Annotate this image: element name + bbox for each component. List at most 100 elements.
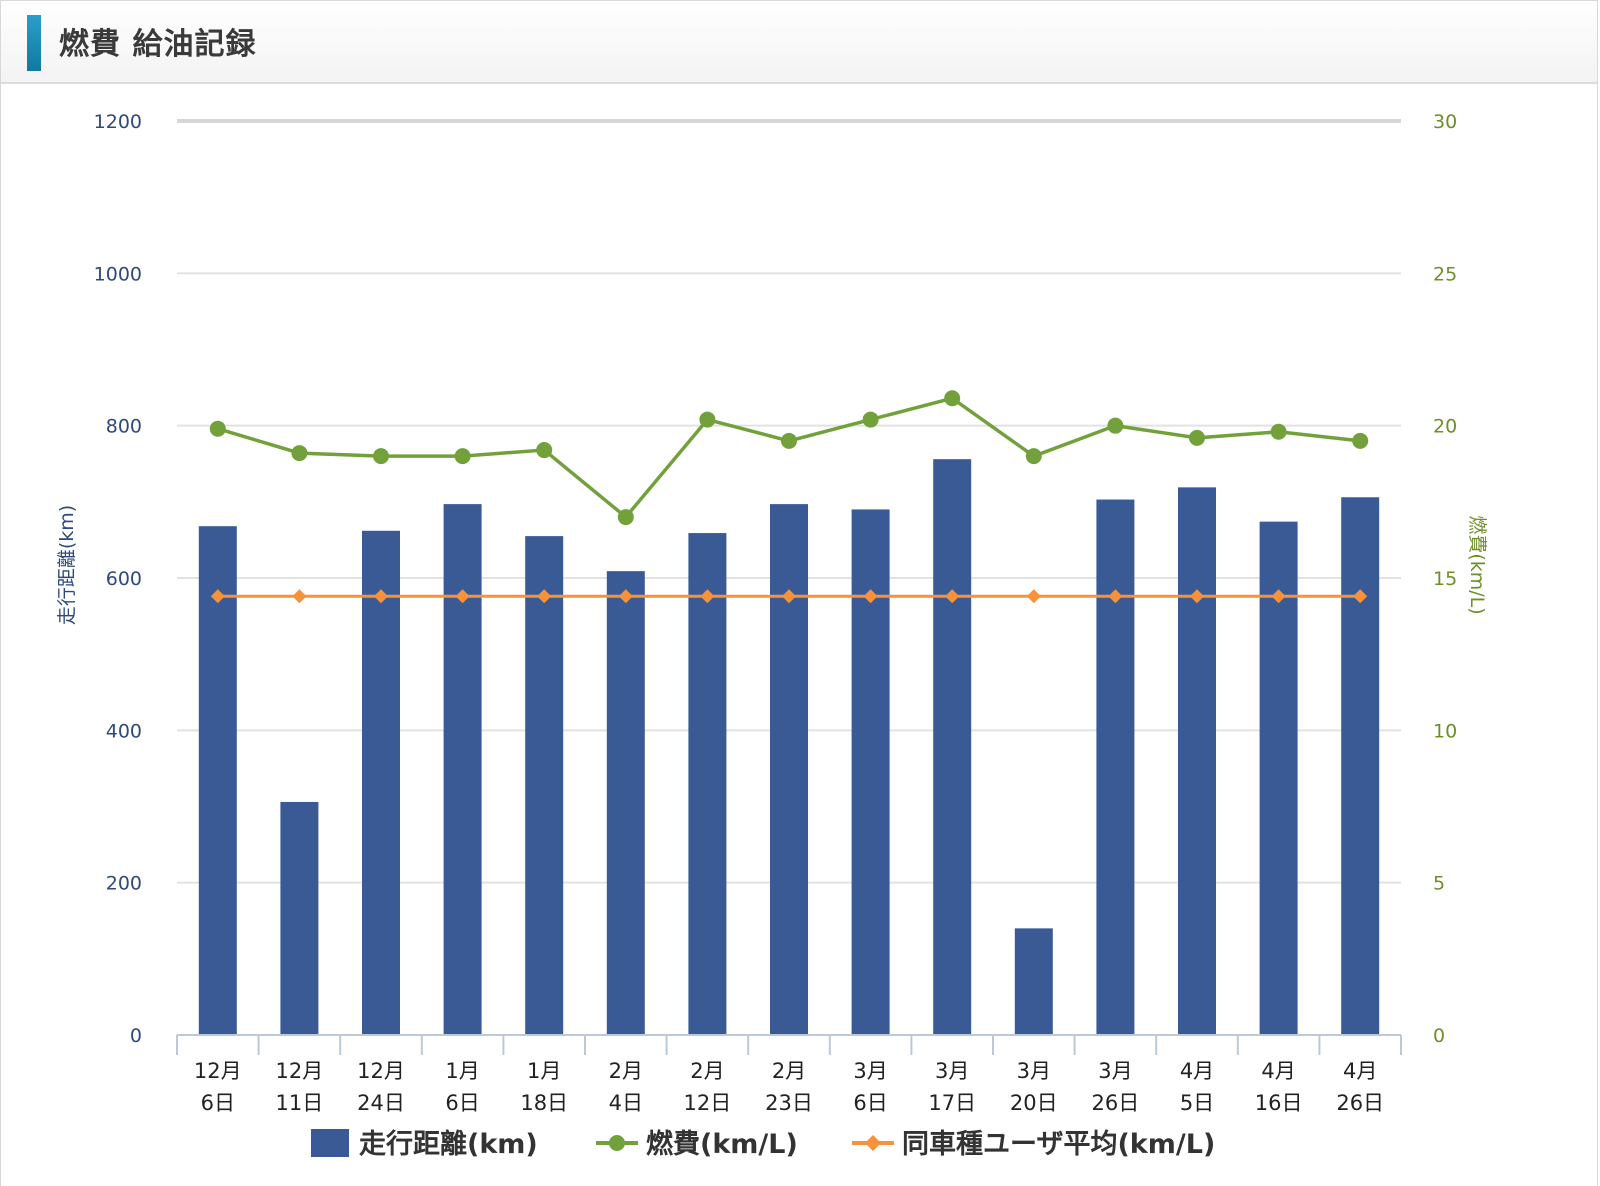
right-tick-label: 25 <box>1433 263 1457 285</box>
x-tick-label: 6日 <box>853 1091 887 1115</box>
right-axis-label: 燃費(km/L) <box>1466 515 1488 614</box>
bar <box>280 801 319 1035</box>
x-tick-label: 12月 <box>276 1059 324 1083</box>
legend-swatch-marker <box>865 1135 881 1151</box>
x-tick-label: 16日 <box>1255 1091 1303 1115</box>
fuel-economy-point <box>1107 417 1124 434</box>
page-title: 燃費 給油記録 <box>59 27 257 62</box>
x-tick-label: 6日 <box>445 1091 479 1115</box>
right-tick-label: 10 <box>1433 720 1457 742</box>
x-tick-label: 12月 <box>194 1059 242 1083</box>
x-tick-label: 3月 <box>935 1059 969 1083</box>
average-point <box>782 589 796 604</box>
average-point <box>618 589 633 604</box>
x-tick-label: 4月 <box>1261 1059 1295 1083</box>
average-point <box>1108 589 1123 604</box>
average-point <box>863 589 878 604</box>
bar <box>1178 487 1216 1035</box>
bar <box>443 504 482 1035</box>
left-axis-label: 走行距離(km) <box>56 505 78 625</box>
legend: 走行距離(km) 燃費(km/L) 同車種ユーザ平均(km/L) <box>311 1128 1215 1160</box>
x-tick-label: 26日 <box>1092 1091 1140 1115</box>
average-point <box>700 589 715 604</box>
average-point <box>945 589 960 604</box>
x-tick-label: 24日 <box>357 1091 405 1115</box>
left-tick-label: 1000 <box>94 263 142 285</box>
x-tick-label: 23日 <box>765 1091 813 1115</box>
x-tick-label: 12月 <box>357 1059 405 1083</box>
x-tick-label: 4日 <box>609 1091 643 1115</box>
combo-chart: 0 200 400 600 800 1000 1200 0 5 10 15 20 25 30 12月 6日 12… <box>56 111 1488 1160</box>
x-tick-label: 2月 <box>690 1059 724 1083</box>
x-tick-label: 11日 <box>276 1091 324 1115</box>
legend-swatch-bar <box>311 1129 349 1157</box>
bar <box>1259 521 1298 1035</box>
x-tick-label: 26日 <box>1336 1091 1384 1115</box>
right-tick-label: 15 <box>1433 568 1457 590</box>
bar <box>1014 928 1053 1035</box>
x-tick-label: 3月 <box>1098 1059 1132 1083</box>
left-tick-label: 200 <box>106 873 142 895</box>
average-point <box>1353 589 1368 604</box>
legend-label: 走行距離(km) <box>359 1128 538 1160</box>
x-tick-label: 1月 <box>527 1059 561 1083</box>
fuel-economy-point <box>944 390 961 407</box>
bar <box>851 509 890 1035</box>
right-tick-label: 20 <box>1433 416 1457 438</box>
legend-label: 同車種ユーザ平均(km/L) <box>902 1129 1215 1160</box>
x-tick-label: 3月 <box>853 1059 887 1083</box>
fuel-economy-point <box>1270 423 1287 440</box>
bar <box>770 504 808 1035</box>
fuel-economy-point <box>1352 432 1369 449</box>
x-tick-label: 5日 <box>1180 1091 1214 1115</box>
bar <box>606 571 645 1035</box>
left-tick-label: 400 <box>106 720 142 742</box>
x-tick-label: 1月 <box>445 1059 479 1083</box>
x-tick-label: 20日 <box>1010 1091 1058 1115</box>
bar <box>1096 499 1135 1035</box>
x-tick-label: 4月 <box>1180 1059 1214 1083</box>
axes: 0 200 400 600 800 1000 1200 0 5 10 15 20 25 30 12月 6日 12… <box>94 111 1458 1115</box>
fuel-economy-point <box>291 445 308 462</box>
right-tick-label: 5 <box>1433 873 1445 895</box>
bar <box>933 459 972 1035</box>
x-tick-label: 2月 <box>772 1059 806 1083</box>
fuel-economy-point <box>1025 448 1042 465</box>
average-point <box>1190 589 1204 604</box>
x-tick-label: 18日 <box>520 1091 568 1115</box>
average-point <box>292 589 307 604</box>
bar <box>1341 497 1380 1036</box>
fuel-economy-point <box>1189 429 1205 446</box>
x-tick-label: 4月 <box>1343 1059 1377 1083</box>
average-point <box>1271 589 1286 604</box>
average-point <box>1026 589 1041 604</box>
average-point <box>537 589 552 604</box>
panel-header: 燃費 給油記録 <box>1 1 1597 84</box>
x-tick-label: 12日 <box>684 1091 732 1115</box>
left-tick-label: 600 <box>106 568 142 590</box>
right-tick-label: 30 <box>1433 111 1457 133</box>
left-tick-label: 0 <box>130 1025 142 1047</box>
bar-series <box>198 459 1380 1036</box>
fuel-economy-point <box>781 432 797 449</box>
legend-swatch-marker <box>609 1135 625 1151</box>
bar <box>525 536 564 1035</box>
average-point <box>210 589 225 604</box>
x-tick-label: 6日 <box>201 1091 235 1115</box>
bar <box>362 530 400 1035</box>
average-point <box>374 589 388 604</box>
fuel-economy-point <box>536 442 553 459</box>
fuel-economy-point <box>454 448 471 465</box>
x-tick-label: 3月 <box>1017 1059 1051 1083</box>
left-tick-label: 800 <box>106 416 142 438</box>
x-tick-label: 17日 <box>928 1091 976 1115</box>
fuel-economy-point <box>373 448 389 465</box>
fuel-economy-point <box>699 411 716 428</box>
line-series <box>209 390 1369 604</box>
fuel-economy-point <box>862 411 879 428</box>
average-point <box>455 589 470 604</box>
x-tick-label: 2月 <box>609 1059 643 1083</box>
header-accent-bar <box>27 15 41 71</box>
bar <box>688 533 727 1035</box>
